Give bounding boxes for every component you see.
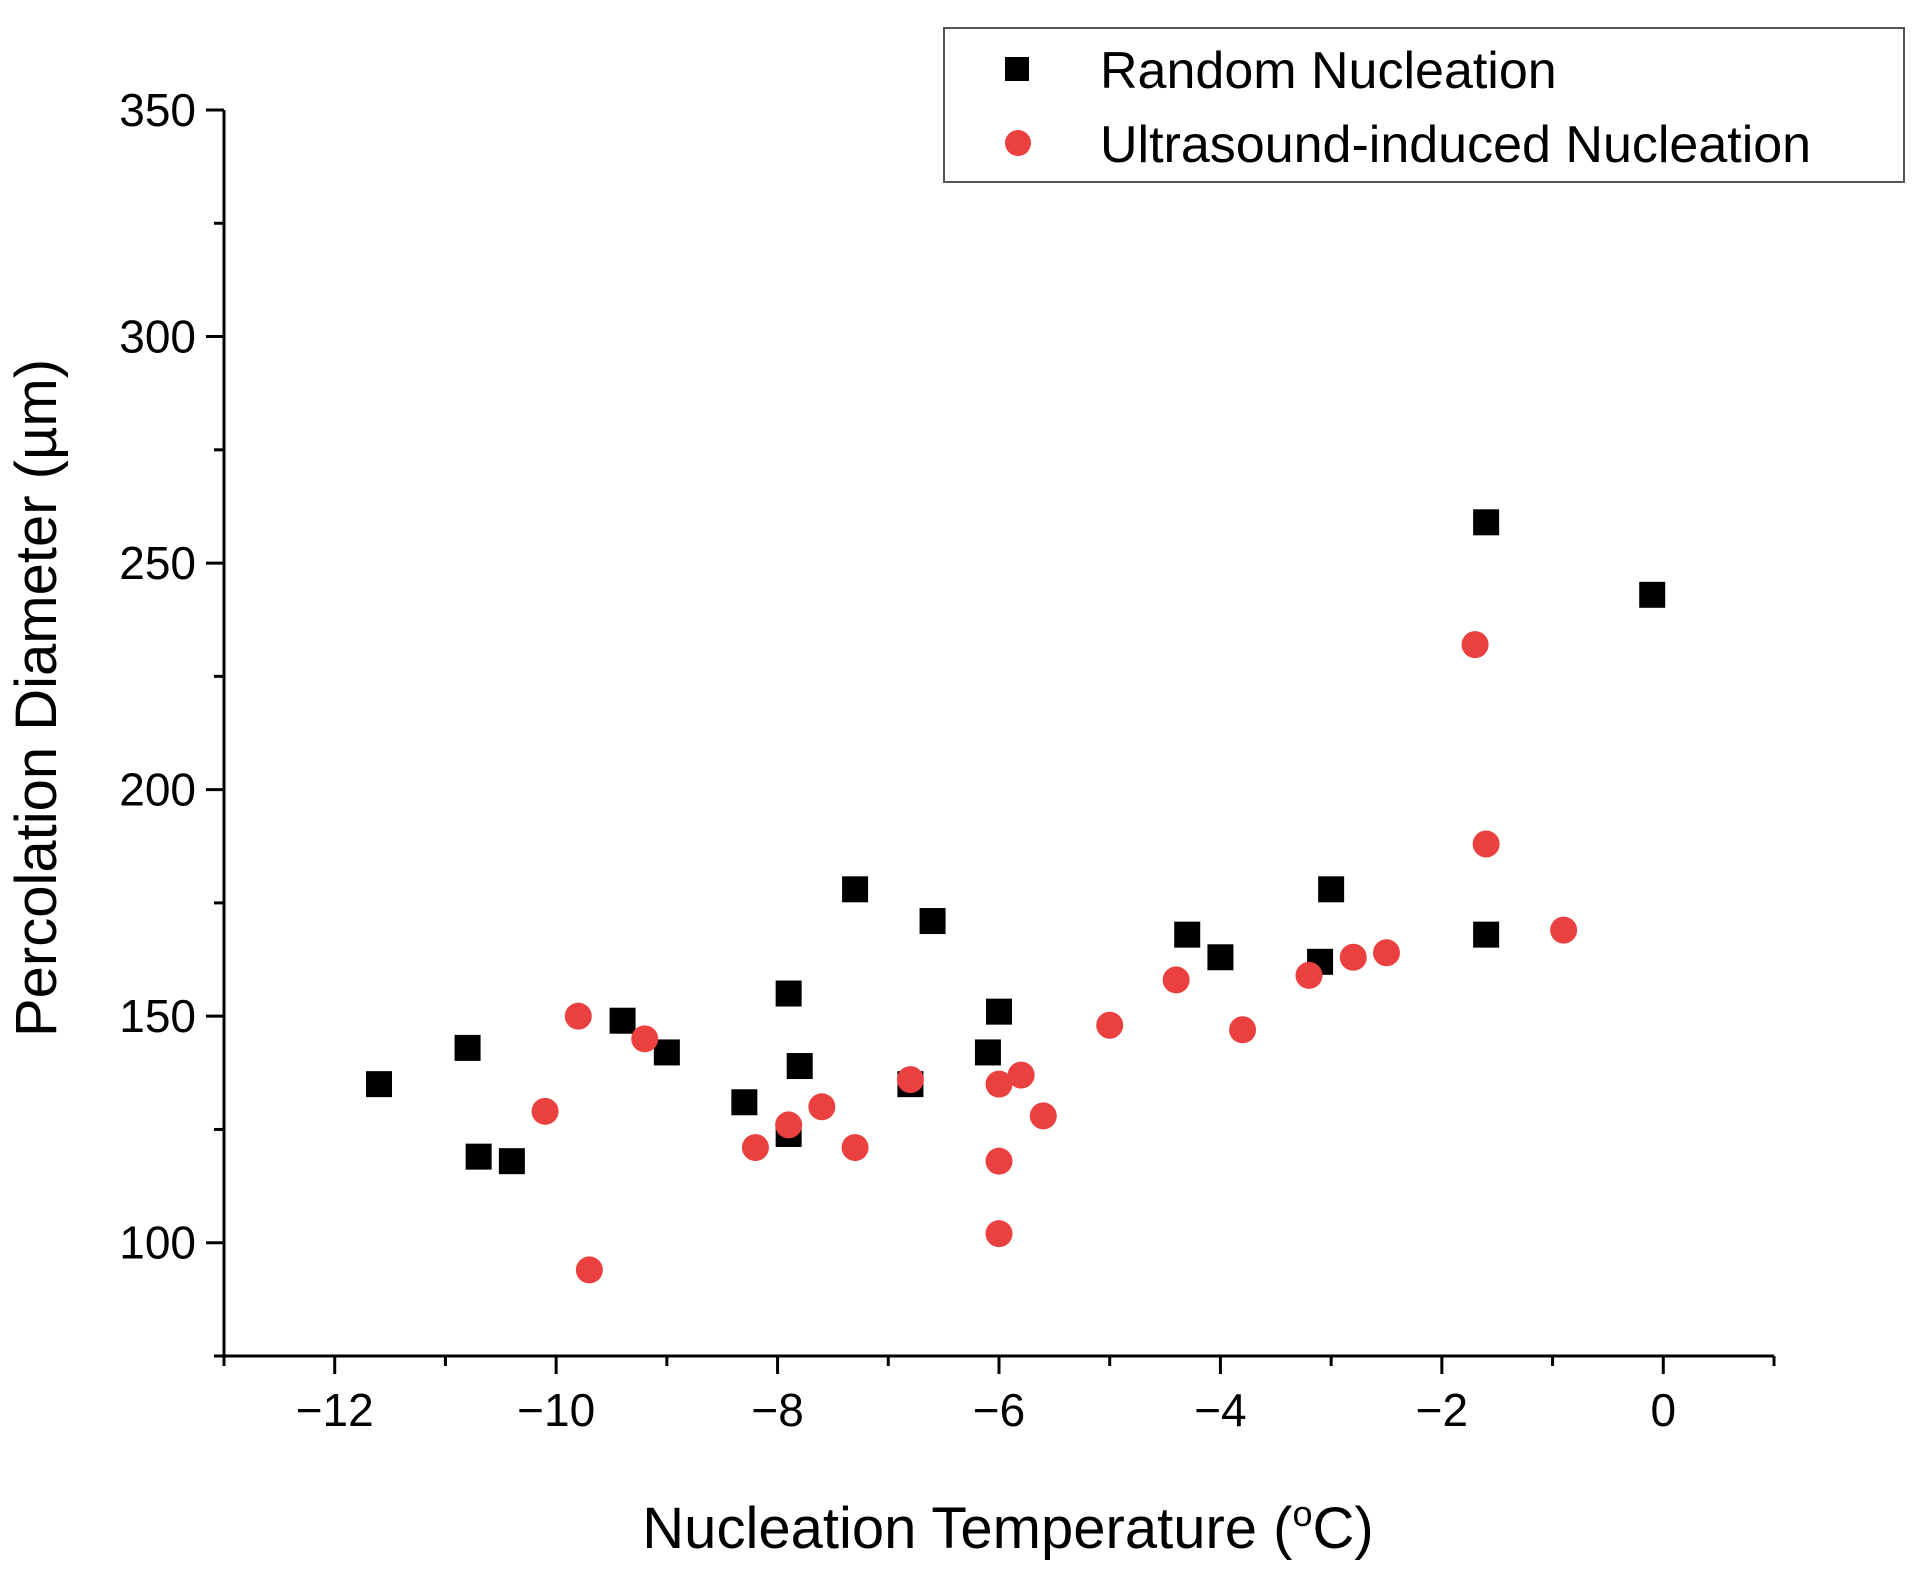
ultrasound-nucleation-point	[985, 1070, 1013, 1098]
ultrasound-nucleation-point	[1550, 916, 1578, 944]
ultrasound-nucleation-point	[564, 1002, 592, 1030]
x-tick-label: −4	[1194, 1384, 1246, 1436]
ultrasound-nucleation-point	[631, 1025, 659, 1053]
y-tick-label: 100	[119, 1217, 196, 1269]
x-axis-title-main: Nucleation Temperature (	[642, 1496, 1292, 1561]
random-nucleation-point	[775, 980, 802, 1007]
ultrasound-nucleation-point	[1461, 631, 1489, 659]
ultrasound-nucleation-point	[1096, 1011, 1124, 1039]
ultrasound-nucleation-point	[775, 1111, 803, 1139]
ultrasound-nucleation-point	[808, 1093, 836, 1121]
ultrasound-nucleation-point	[1162, 966, 1190, 994]
random-nucleation-point	[609, 1007, 636, 1034]
x-tick-label: −2	[1416, 1384, 1468, 1436]
legend-marker-circle	[1005, 130, 1031, 156]
random-nucleation-point	[986, 998, 1012, 1025]
x-axis-title-superscript: o	[1292, 1493, 1312, 1534]
random-nucleation-point	[498, 1148, 525, 1175]
legend: Random Nucleation Ultrasound-induced Nuc…	[943, 27, 1905, 183]
ultrasound-nucleation-point	[896, 1066, 924, 1094]
random-nucleation-point	[842, 876, 869, 903]
random-nucleation-point	[1207, 944, 1234, 971]
ultrasound-nucleation-point	[741, 1134, 769, 1162]
random-nucleation-point	[1473, 921, 1500, 948]
random-nucleation-point	[653, 1039, 680, 1066]
x-axis-title: Nucleation Temperature (oC)	[642, 1493, 1373, 1561]
y-tick-label: 300	[119, 311, 196, 363]
ultrasound-nucleation-point	[1007, 1061, 1035, 1089]
y-tick-label: 350	[119, 84, 196, 136]
ticks: −12 −10 −8 −6 −4 −2 0 100 150 200 250 300 350	[119, 84, 1776, 1436]
random-nucleation-point	[1174, 921, 1201, 948]
random-nucleation-point	[1639, 581, 1666, 608]
random-nucleation-point	[919, 908, 946, 935]
y-tick-label: 250	[119, 537, 196, 589]
ultrasound-nucleation-point	[1373, 939, 1400, 967]
ultrasound-nucleation-point	[575, 1256, 603, 1284]
random-nucleation-point	[974, 1039, 1001, 1066]
random-nucleation-point	[454, 1034, 481, 1061]
random-nucleation-point	[465, 1143, 492, 1170]
x-tick-label: −8	[751, 1384, 803, 1436]
legend-label-ultrasound-nucleation: Ultrasound-induced Nucleation	[1100, 116, 1811, 174]
ultrasound-nucleation-point	[841, 1134, 869, 1162]
random-nucleation-point	[366, 1071, 392, 1098]
random-nucleation-point	[786, 1053, 813, 1080]
x-tick-label: 0	[1650, 1384, 1676, 1436]
data-points	[366, 509, 1666, 1284]
y-tick-label: 200	[119, 764, 196, 816]
random-nucleation-point	[731, 1089, 758, 1116]
ultrasound-nucleation-point	[1472, 830, 1500, 858]
ultrasound-nucleation-point	[1029, 1102, 1057, 1130]
x-axis-title-end: C)	[1312, 1496, 1373, 1561]
x-tick-label: −10	[517, 1384, 595, 1436]
x-tick-label: −12	[296, 1384, 374, 1436]
ultrasound-nucleation-point	[1339, 943, 1367, 971]
y-tick-label: 150	[119, 990, 196, 1042]
legend-box	[943, 27, 1905, 183]
ultrasound-nucleation-point	[531, 1097, 559, 1125]
random-nucleation-point	[1318, 876, 1345, 903]
ultrasound-nucleation-point	[985, 1220, 1013, 1248]
y-axis-title: Percolation Diameter (µm)	[4, 359, 69, 1037]
legend-marker-square	[1005, 57, 1029, 81]
ultrasound-nucleation-point	[1295, 961, 1323, 989]
random-nucleation-point	[1473, 509, 1500, 536]
x-tick-label: −6	[973, 1384, 1025, 1436]
ultrasound-nucleation-point	[985, 1147, 1013, 1175]
ultrasound-nucleation-point	[1229, 1016, 1257, 1044]
legend-label-random-nucleation: Random Nucleation	[1100, 42, 1557, 100]
